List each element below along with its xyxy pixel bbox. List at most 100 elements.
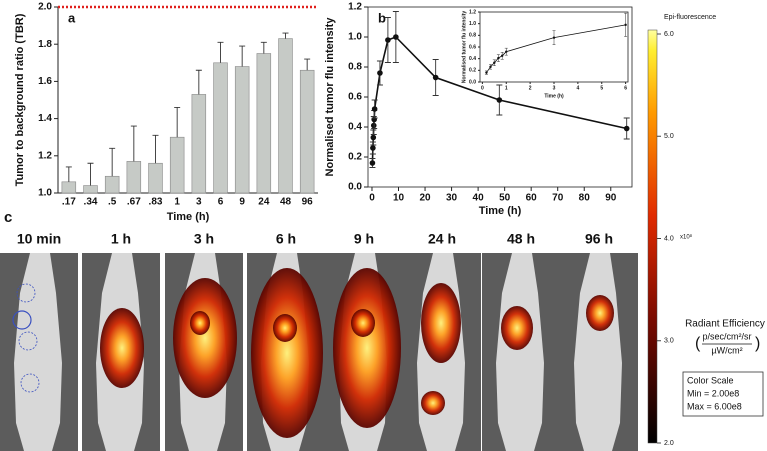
signal	[586, 295, 614, 331]
y-tick-label: 0.8	[348, 62, 362, 73]
x-tick-label: 70	[552, 193, 564, 204]
mouse-image	[247, 253, 325, 451]
scale-box	[682, 371, 764, 417]
error-bar	[304, 58, 311, 71]
roi	[12, 310, 32, 330]
x-tick-label: 0	[481, 85, 484, 91]
x-axis-label: Time (h)	[544, 93, 564, 99]
x-tick-label: 60	[526, 193, 538, 204]
point	[370, 145, 376, 151]
x-tick-label: 1	[174, 197, 180, 208]
roi	[16, 283, 36, 303]
bar	[61, 181, 77, 194]
signal	[251, 268, 323, 438]
point	[489, 65, 492, 69]
signal	[273, 314, 297, 342]
image-label: 10 min	[17, 231, 61, 247]
error-bar	[195, 69, 202, 95]
point	[371, 106, 378, 112]
y-tick-label: 1.8	[38, 39, 52, 50]
bar	[278, 38, 293, 194]
y-tick-label: 0.0	[469, 79, 476, 85]
point	[497, 56, 500, 60]
error-bar	[130, 125, 137, 162]
bar	[256, 53, 272, 194]
y-tick-label: 0.6	[348, 92, 362, 103]
point	[393, 34, 399, 40]
image-label: 6 h	[276, 231, 296, 247]
mouse-body	[496, 253, 544, 451]
mouse-image	[482, 253, 560, 451]
colorbar-tick-label: 4.0	[664, 235, 674, 242]
signal	[100, 308, 144, 388]
x-tick-label: 30	[446, 193, 458, 204]
colorbar-tick-label: 2.0	[664, 440, 674, 447]
x-tick-label: .17	[62, 197, 76, 208]
roi	[18, 331, 38, 351]
y-tick-label: 1.6	[38, 76, 52, 87]
bar	[148, 162, 163, 194]
mouse-image	[325, 253, 403, 451]
x-tick-label: 10	[393, 193, 405, 204]
y-tick-label: 1.4	[38, 113, 52, 124]
x-tick-label: 50	[499, 193, 511, 204]
x-tick-label: 80	[579, 193, 591, 204]
y-tick-label: 1.0	[469, 21, 476, 27]
x-tick-label: 5	[600, 85, 603, 91]
signal	[501, 306, 533, 350]
y-tick-label: 2.0	[38, 2, 52, 13]
point	[624, 23, 627, 27]
error-bar	[87, 162, 94, 186]
point	[485, 71, 488, 74]
unit-bottom: µW/cm²	[711, 345, 742, 355]
point	[377, 70, 383, 76]
point	[370, 134, 377, 141]
image-label: 48 h	[507, 231, 535, 247]
image-label: 1 h	[111, 231, 131, 247]
colorbar-tick-label: 3.0	[664, 338, 674, 345]
color-bar	[647, 29, 658, 444]
x-axis-label: Time (h)	[479, 205, 522, 217]
y-tick-label: 0.8	[469, 33, 476, 39]
x-tick-label: .67	[127, 197, 141, 208]
mouse-image	[403, 253, 481, 451]
paren: )	[755, 335, 760, 352]
point	[369, 160, 376, 166]
colorbar-tick-label: 5.0	[664, 133, 674, 140]
bar	[299, 69, 315, 194]
x-axis-label: Time (h)	[167, 211, 210, 223]
x-tick-label: 3	[196, 197, 202, 208]
quantity: Radiant Efficiency	[685, 319, 765, 330]
x-tick-label: 6	[218, 197, 224, 208]
colorbar-multiplier: x10⁸	[680, 234, 693, 241]
point	[432, 74, 439, 81]
y-axis-label: Normalised tumor flu intensity	[461, 11, 467, 83]
x-tick-label: 48	[280, 197, 292, 208]
unit-top: p/sec/cm²/sr	[702, 331, 751, 341]
error-bar	[260, 41, 267, 54]
scale-min: Min = 2.00e8	[687, 388, 739, 398]
y-tick-label: 0.2	[348, 152, 362, 163]
error-bar	[239, 45, 246, 67]
signal	[421, 283, 461, 363]
bar	[213, 62, 228, 194]
y-tick-label: 0.4	[469, 56, 476, 62]
point	[552, 36, 556, 39]
error-bar	[109, 147, 116, 177]
x-tick-label: 6	[624, 85, 627, 91]
point	[505, 50, 508, 53]
error-bar	[65, 166, 72, 182]
x-tick-label: 4	[576, 85, 579, 91]
signal	[173, 278, 237, 398]
y-tick-label: 0.0	[348, 182, 362, 193]
panel-label: a	[68, 10, 76, 25]
colorbar-tick-label: 6.0	[664, 31, 674, 38]
y-axis-label: Tumor to background ratio (TBR)	[14, 13, 26, 186]
mouse-body	[14, 253, 62, 451]
error-bar	[152, 134, 159, 164]
y-axis-label: Normalised tumor flu intensity	[324, 17, 336, 177]
y-tick-label: 1.2	[469, 9, 476, 15]
point	[501, 54, 504, 57]
x-tick-label: 20	[419, 193, 431, 204]
